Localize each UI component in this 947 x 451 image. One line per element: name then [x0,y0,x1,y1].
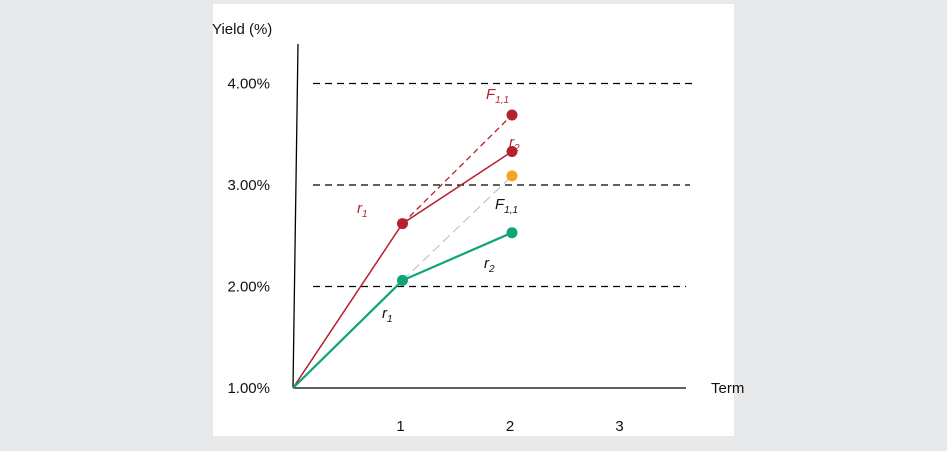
series-line-low [292,231,513,389]
label-high-r1: r1 [357,200,368,220]
y-axis-label: Yield (%) [212,21,272,38]
label-low-r2-subscript: 2 [488,264,495,275]
y-axis [292,43,299,389]
x-tick-label: 2 [506,418,514,435]
x-tick-label: 1 [396,418,404,435]
y-tick-label: 3.00% [227,177,270,194]
forward-point-high [506,109,518,121]
forward-point-low [506,170,518,182]
point-low-2 [506,227,518,239]
label-high-r1-main: r [357,200,363,217]
label-high-forward-subscript: 1,1 [495,95,509,106]
point-low-1 [397,274,408,286]
label-low-forward-subscript: 1,1 [504,205,518,216]
forward-line-low [402,175,513,281]
chart-panel [213,4,734,436]
label-low-r1-main: r [382,305,388,322]
point-high-2 [506,146,518,158]
label-high-r1-subscript: 1 [362,209,368,220]
y-tick-label: 4.00% [227,76,270,93]
label-low-r1-subscript: 1 [387,314,393,325]
label-low-r1: r1 [382,305,393,325]
series-line-high [292,150,513,389]
label-low-forward: F1,1 [495,196,518,216]
label-high-forward-main: F [486,86,496,103]
x-tick-label: 3 [615,418,623,435]
y-tick-label: 1.00% [227,380,270,397]
label-low-r2-main: r [484,255,490,272]
label-high-r2: r2 [509,134,520,154]
y-tick-label: 2.00% [227,279,270,296]
label-high-r2-subscript: 2 [513,143,520,154]
forward-line-high [402,114,513,225]
label-high-forward: F1,1 [486,86,509,106]
label-high-r2-main: r [509,134,515,151]
x-axis-label: Term [711,380,744,397]
label-low-forward-main: F [495,196,505,213]
label-low-r2: r2 [484,255,495,275]
point-high-1 [397,218,408,230]
